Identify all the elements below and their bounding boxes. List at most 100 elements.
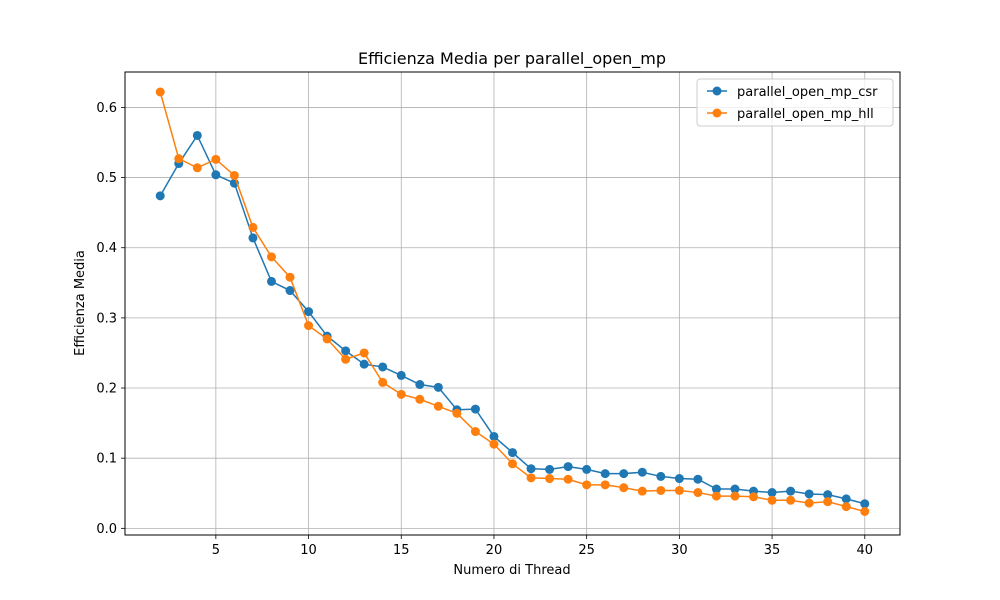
data-point-parallel_open_mp_hll-34 (749, 492, 759, 502)
data-point-parallel_open_mp_csr-38 (823, 490, 833, 500)
data-point-parallel_open_mp_csr-17 (433, 382, 443, 392)
plot-frame (124, 71, 901, 536)
axis-ticks: 5 10 15 20 25 30 35 40 0.0 0.1 0.2 0.3 0.4 0.5 0.6 (96, 101, 873, 558)
x-tick-label: 15 (393, 543, 410, 558)
data-point-parallel_open_mp_hll-27 (619, 483, 629, 493)
y-tick-label: 0.2 (96, 382, 117, 397)
data-point-parallel_open_mp_hll-18 (452, 408, 462, 418)
data-point-parallel_open_mp_csr-13 (359, 359, 369, 369)
x-tick-label: 20 (486, 543, 503, 558)
data-point-parallel_open_mp_hll-13 (359, 348, 369, 358)
data-point-parallel_open_mp_csr-28 (637, 467, 647, 477)
data-point-parallel_open_mp_csr-10 (304, 307, 314, 317)
data-point-parallel_open_mp_hll-31 (693, 488, 703, 498)
data-point-parallel_open_mp_csr-37 (804, 489, 814, 499)
y-tick-label: 0.4 (96, 241, 117, 256)
data-point-parallel_open_mp_csr-29 (656, 471, 666, 481)
data-point-parallel_open_mp_csr-7 (248, 233, 258, 243)
data-point-parallel_open_mp_csr-23 (545, 464, 555, 474)
data-point-parallel_open_mp_hll-35 (767, 495, 777, 505)
data-point-parallel_open_mp_hll-36 (786, 495, 796, 505)
series-parallel_open_mp_hll (155, 87, 870, 516)
data-point-parallel_open_mp_csr-16 (415, 380, 425, 390)
data-point-parallel_open_mp_csr-9 (285, 286, 295, 296)
data-point-parallel_open_mp_hll-19 (470, 427, 480, 437)
data-point-parallel_open_mp_csr-8 (266, 276, 276, 286)
data-point-parallel_open_mp_csr-40 (860, 499, 870, 509)
x-tick-label: 10 (300, 543, 317, 558)
data-point-parallel_open_mp_hll-37 (804, 498, 814, 508)
x-tick-label: 5 (212, 543, 220, 558)
data-point-parallel_open_mp_hll-11 (322, 334, 332, 344)
data-point-parallel_open_mp_hll-6 (229, 170, 239, 180)
grid (125, 72, 900, 535)
data-point-parallel_open_mp_csr-2 (155, 191, 165, 201)
data-point-parallel_open_mp_hll-20 (489, 439, 499, 449)
data-point-parallel_open_mp_csr-33 (730, 484, 740, 494)
data-point-parallel_open_mp_csr-21 (508, 448, 517, 458)
data-point-parallel_open_mp_hll-17 (433, 401, 443, 411)
legend-marker-hll (712, 108, 722, 118)
data-point-parallel_open_mp_hll-29 (656, 485, 666, 495)
y-tick-label: 0.6 (96, 101, 117, 116)
data-point-parallel_open_mp_csr-14 (378, 362, 388, 372)
data-point-parallel_open_mp_hll-12 (341, 354, 351, 364)
data-point-parallel_open_mp_csr-32 (711, 484, 721, 494)
data-point-parallel_open_mp_hll-32 (711, 491, 721, 501)
chart-title: Efficienza Media per parallel_open_mp (358, 49, 666, 69)
data-point-parallel_open_mp_csr-22 (526, 464, 536, 474)
data-point-parallel_open_mp_hll-28 (637, 486, 647, 496)
data-point-parallel_open_mp_hll-2 (155, 87, 165, 97)
y-axis-label: Efficienza Media (73, 250, 88, 356)
data-point-parallel_open_mp_hll-26 (600, 480, 610, 490)
data-point-parallel_open_mp_hll-15 (396, 389, 406, 399)
data-point-parallel_open_mp_csr-20 (489, 431, 499, 441)
data-point-parallel_open_mp_hll-3 (174, 154, 184, 164)
data-point-parallel_open_mp_hll-33 (730, 491, 740, 501)
y-tick-label: 0.1 (96, 452, 117, 467)
data-point-parallel_open_mp_csr-35 (767, 488, 777, 498)
legend-box (696, 78, 894, 127)
data-point-parallel_open_mp_hll-10 (304, 321, 314, 331)
data-point-parallel_open_mp_hll-7 (248, 222, 258, 232)
data-point-parallel_open_mp_csr-27 (619, 469, 629, 479)
data-point-parallel_open_mp_hll-38 (823, 497, 833, 507)
data-point-parallel_open_mp_hll-23 (545, 474, 555, 484)
data-point-parallel_open_mp_csr-24 (563, 462, 573, 472)
data-point-parallel_open_mp_csr-15 (396, 370, 406, 380)
data-point-parallel_open_mp_hll-16 (415, 394, 425, 404)
data-point-parallel_open_mp_csr-30 (674, 474, 684, 484)
x-tick-label: 40 (856, 543, 873, 558)
data-point-parallel_open_mp_csr-26 (600, 469, 610, 479)
data-point-parallel_open_mp_hll-9 (285, 272, 295, 282)
y-tick-label: 0.0 (96, 522, 117, 537)
legend-label-csr: parallel_open_mp_csr (737, 85, 878, 100)
data-point-parallel_open_mp_csr-39 (841, 494, 851, 504)
x-tick-label: 25 (578, 543, 595, 558)
data-point-parallel_open_mp_hll-40 (860, 507, 870, 516)
y-tick-label: 0.5 (96, 171, 117, 186)
data-point-parallel_open_mp_csr-5 (211, 170, 221, 180)
data-point-parallel_open_mp_csr-19 (470, 404, 480, 414)
legend-marker-csr (712, 86, 722, 96)
data-point-parallel_open_mp_hll-4 (192, 163, 202, 173)
data-point-parallel_open_mp_hll-24 (563, 474, 573, 484)
x-tick-label: 30 (671, 543, 688, 558)
x-tick-label: 35 (764, 543, 781, 558)
data-point-parallel_open_mp_hll-21 (508, 459, 517, 469)
y-tick-label: 0.3 (96, 311, 117, 326)
data-point-parallel_open_mp_hll-22 (526, 473, 536, 483)
data-point-parallel_open_mp_csr-4 (192, 130, 202, 140)
x-axis-label: Numero di Thread (453, 563, 570, 578)
data-point-parallel_open_mp_hll-8 (266, 252, 276, 262)
data-point-parallel_open_mp_hll-14 (378, 377, 388, 387)
data-point-parallel_open_mp_csr-31 (693, 474, 703, 484)
data-point-parallel_open_mp_hll-25 (582, 480, 592, 490)
data-point-parallel_open_mp_csr-12 (341, 346, 351, 356)
data-point-parallel_open_mp_csr-25 (582, 464, 592, 474)
data-point-parallel_open_mp_csr-36 (786, 486, 796, 496)
data-point-parallel_open_mp_hll-5 (211, 154, 221, 164)
legend-label-hll: parallel_open_mp_hll (737, 107, 874, 122)
legend: parallel_open_mp_csr parallel_open_mp_hl… (696, 78, 894, 127)
